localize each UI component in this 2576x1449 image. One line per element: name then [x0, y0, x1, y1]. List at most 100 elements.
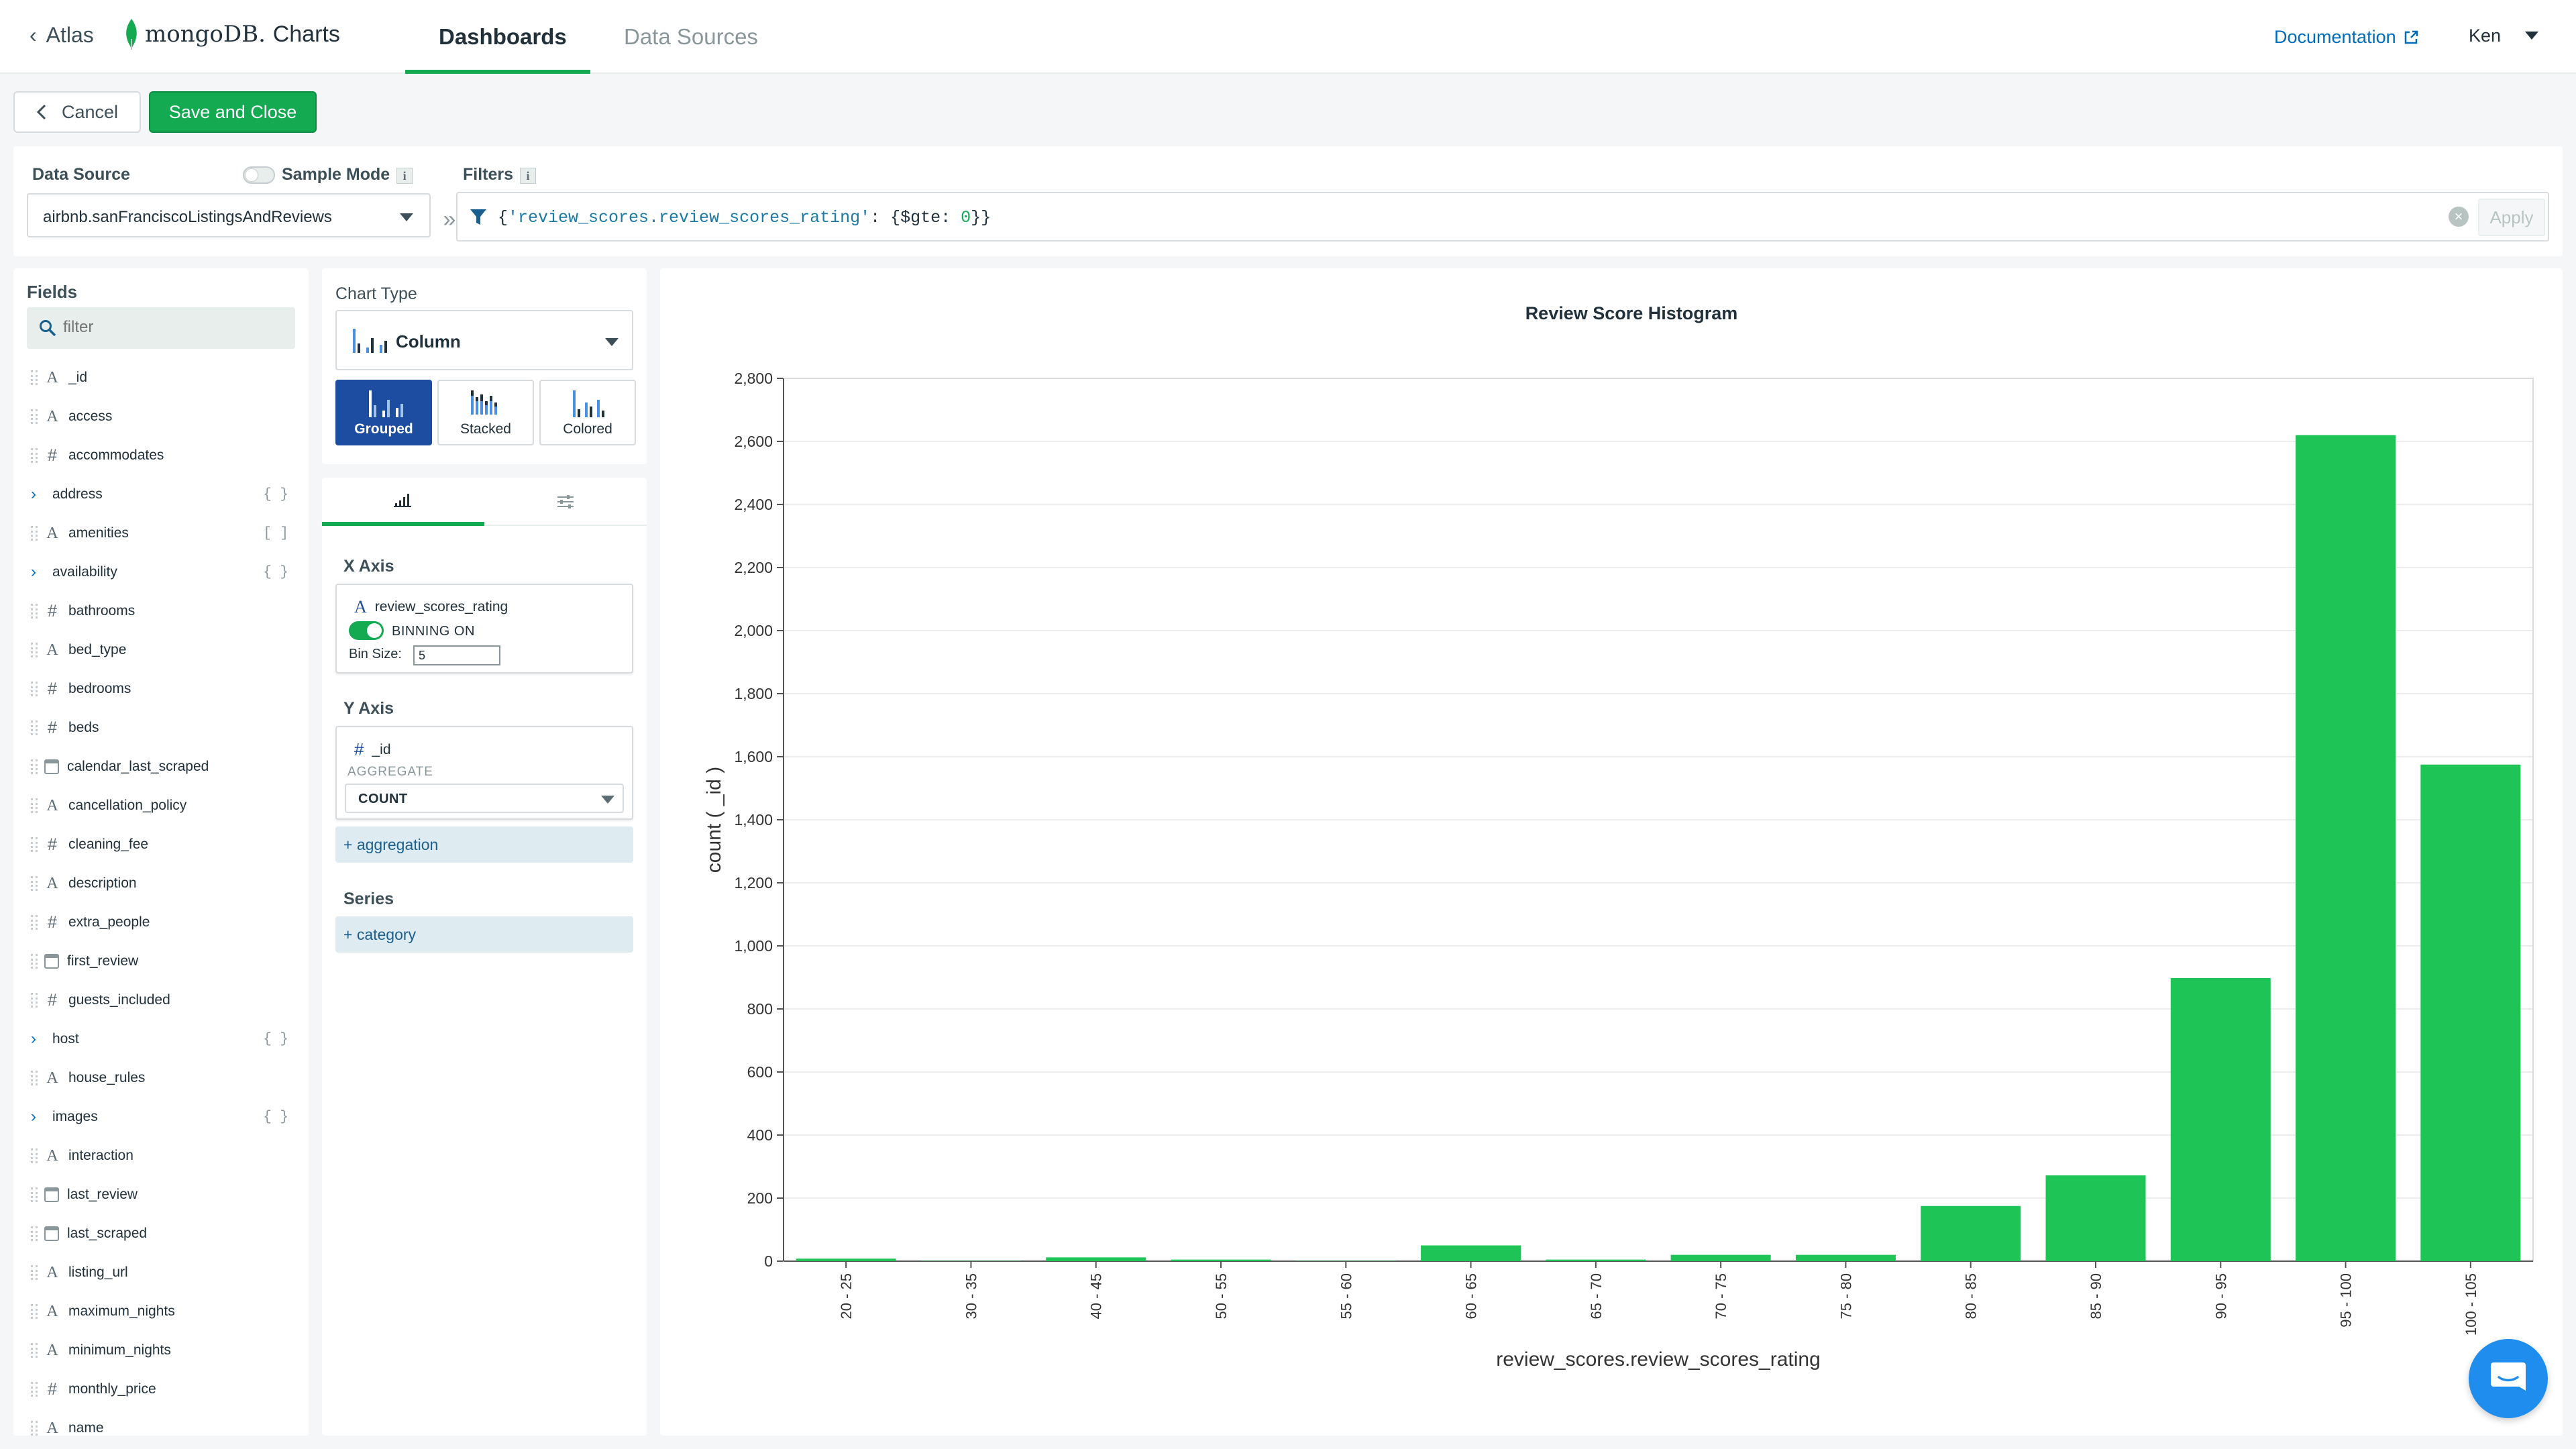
drag-handle-icon[interactable] — [31, 876, 38, 891]
expand-icon[interactable]: › — [31, 1108, 36, 1126]
fields-search[interactable] — [27, 307, 295, 349]
field-item[interactable]: # monthly_price — [13, 1370, 309, 1409]
chat-icon — [2491, 1362, 2526, 1391]
sample-mode-toggle[interactable] — [243, 166, 275, 184]
histogram-bar — [1795, 1254, 1896, 1261]
tab-customize[interactable] — [484, 478, 647, 526]
drag-handle-icon[interactable] — [31, 915, 38, 930]
field-name: bedrooms — [68, 681, 131, 696]
field-item[interactable]: # guests_included — [13, 981, 309, 1020]
field-name: bed_type — [68, 642, 127, 657]
variant-stacked-label: Stacked — [460, 421, 511, 437]
field-item[interactable]: last_scraped — [13, 1214, 309, 1253]
field-item[interactable]: › availability { } — [13, 553, 309, 592]
drag-handle-icon[interactable] — [31, 720, 38, 735]
column-chart-icon — [353, 329, 387, 353]
drag-handle-icon[interactable] — [31, 526, 38, 541]
apply-button[interactable]: Apply — [2478, 199, 2545, 236]
field-item[interactable]: A _id — [13, 358, 309, 397]
drag-handle-icon[interactable] — [31, 1265, 38, 1280]
data-source-select[interactable]: airbnb.sanFranciscoListingsAndReviews — [27, 193, 431, 237]
y-axis-card[interactable]: # _id AGGREGATE COUNT — [335, 726, 633, 820]
drag-handle-icon[interactable] — [31, 798, 38, 813]
expand-icon[interactable]: › — [31, 485, 36, 503]
field-item[interactable]: calendar_last_scraped — [13, 747, 309, 786]
field-item[interactable]: › address { } — [13, 475, 309, 514]
tab-dashboards[interactable]: Dashboards — [439, 24, 567, 49]
drag-handle-icon[interactable] — [31, 448, 38, 463]
drag-handle-icon[interactable] — [31, 993, 38, 1008]
field-item[interactable]: # cleaning_fee — [13, 825, 309, 864]
drag-handle-icon[interactable] — [31, 1148, 38, 1163]
add-aggregation-button[interactable]: + aggregation — [335, 826, 633, 863]
save-and-close-button[interactable]: Save and Close — [149, 91, 317, 133]
tab-encode[interactable] — [322, 478, 484, 526]
field-item[interactable]: # bedrooms — [13, 669, 309, 708]
external-link-icon — [2404, 30, 2418, 44]
bin-size-input[interactable] — [413, 645, 500, 665]
variant-stacked[interactable]: Stacked — [437, 380, 534, 445]
drag-handle-icon[interactable] — [31, 1226, 38, 1241]
string-type-icon: A — [354, 597, 367, 616]
drag-handle-icon[interactable] — [31, 370, 38, 385]
string-type-icon: A — [46, 407, 58, 425]
drag-handle-icon[interactable] — [31, 759, 38, 774]
tab-data-sources[interactable]: Data Sources — [624, 24, 758, 49]
drag-handle-icon[interactable] — [31, 954, 38, 969]
field-item[interactable]: # bathrooms — [13, 592, 309, 631]
drag-handle-icon[interactable] — [31, 409, 38, 424]
chat-launcher-button[interactable] — [2469, 1339, 2548, 1418]
drag-handle-icon[interactable] — [31, 604, 38, 619]
drag-handle-icon[interactable] — [31, 643, 38, 657]
drag-handle-icon[interactable] — [31, 837, 38, 852]
x-axis-card[interactable]: A review_scores_rating BINNING ON Bin Si… — [335, 584, 633, 674]
drag-handle-icon[interactable] — [31, 1071, 38, 1085]
field-item[interactable]: last_review — [13, 1175, 309, 1214]
drag-handle-icon[interactable] — [31, 1421, 38, 1436]
binning-toggle[interactable] — [349, 621, 384, 640]
field-item[interactable]: first_review — [13, 942, 309, 981]
back-to-atlas-link[interactable]: ‹ Atlas — [30, 23, 94, 48]
field-item[interactable]: # accommodates — [13, 436, 309, 475]
documentation-link[interactable]: Documentation — [2274, 27, 2419, 48]
field-name: monthly_price — [68, 1381, 156, 1397]
expand-icon[interactable]: › — [31, 1030, 36, 1048]
field-item[interactable]: # extra_people — [13, 903, 309, 942]
info-icon[interactable]: i — [520, 168, 537, 184]
y-tick-label: 2,600 — [734, 433, 773, 450]
drag-handle-icon[interactable] — [31, 1343, 38, 1358]
info-icon[interactable]: i — [396, 168, 413, 184]
add-category-button[interactable]: + category — [335, 916, 633, 953]
variant-colored[interactable]: Colored — [539, 380, 636, 445]
user-menu[interactable]: Ken — [2469, 25, 2539, 46]
drag-handle-icon[interactable] — [31, 1187, 38, 1202]
aggregate-select[interactable]: COUNT — [345, 784, 624, 813]
drag-handle-icon[interactable] — [31, 682, 38, 696]
filter-query-input[interactable]: {'review_scores.review_scores_rating': {… — [456, 192, 2549, 241]
clear-filter-icon[interactable]: × — [2449, 207, 2469, 227]
cancel-button[interactable]: Cancel — [13, 91, 141, 133]
drag-handle-icon[interactable] — [31, 1382, 38, 1397]
field-name: description — [68, 875, 137, 891]
field-item[interactable]: › images { } — [13, 1097, 309, 1136]
field-item[interactable]: › host { } — [13, 1020, 309, 1059]
expand-icon[interactable]: › — [31, 563, 36, 581]
x-tick-label: 20 - 25 — [838, 1273, 855, 1320]
variant-grouped[interactable]: Grouped — [335, 380, 432, 445]
chart-type-select[interactable]: Column — [335, 310, 633, 370]
drag-handle-icon[interactable] — [31, 1304, 38, 1319]
grouped-column-icon — [369, 390, 403, 417]
field-item[interactable]: # beds — [13, 708, 309, 747]
fields-search-input[interactable] — [63, 318, 278, 337]
